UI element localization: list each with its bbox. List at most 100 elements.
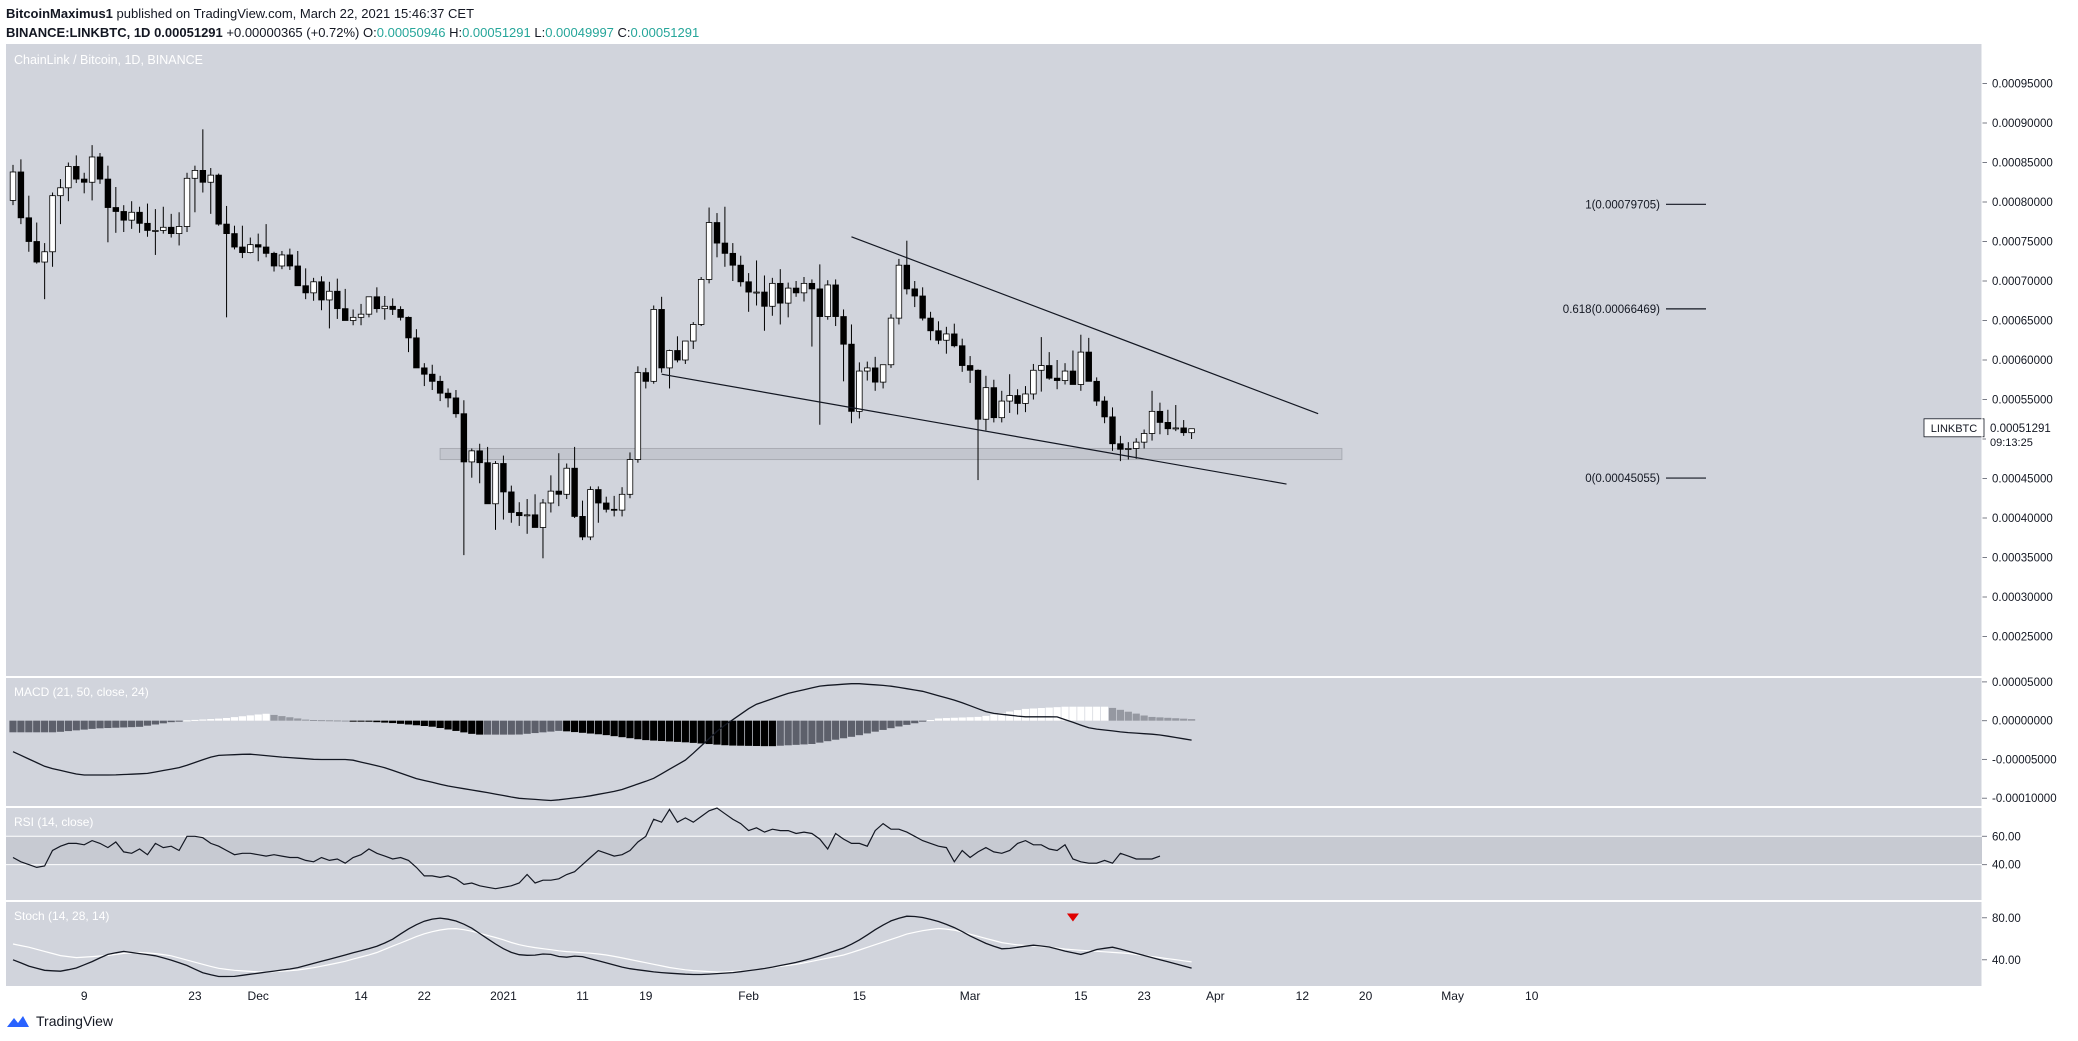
tradingview-footer: TradingView [6, 1013, 113, 1029]
candle-down [484, 462, 491, 505]
time-axis-label: 11 [576, 989, 589, 1003]
macd-histogram-bar [618, 720, 626, 738]
candle-down [816, 288, 824, 317]
macd-histogram-bar [238, 716, 246, 721]
candle-down [848, 343, 855, 412]
candle-down [25, 217, 33, 242]
candle-down [571, 467, 578, 517]
macd-histogram-bar [571, 720, 579, 733]
stoch-title: Stoch (14, 28, 14) [14, 909, 109, 923]
macd-histogram-bar [183, 720, 191, 722]
candle-up [864, 367, 871, 372]
candle-up [1140, 433, 1148, 443]
open-value: 0.00050946 [376, 25, 446, 40]
macd-histogram-bar [515, 720, 523, 735]
candle-up [1125, 448, 1132, 450]
macd-histogram-bar [135, 720, 144, 727]
time-axis-label: 2021 [490, 989, 517, 1003]
price-axis-label: 0.00065000 [1992, 316, 2053, 328]
candle-up [183, 177, 191, 227]
candle-down [476, 450, 483, 464]
time-axis-label: Mar [960, 989, 981, 1003]
macd-histogram-bar [254, 714, 262, 721]
publish-line: BitcoinMaximus1 published on TradingView… [6, 4, 2066, 23]
candle-down [334, 290, 341, 310]
candle-down [1053, 377, 1061, 381]
macd-histogram-bar [207, 719, 215, 721]
macd-histogram-bar [373, 720, 381, 723]
candle-down [595, 489, 602, 504]
candle-up [697, 279, 705, 325]
macd-histogram-bar [1124, 711, 1132, 721]
candle-down [911, 288, 918, 297]
macd-histogram-bar [760, 720, 769, 747]
macd-histogram-bar [120, 720, 128, 728]
candle-up [278, 254, 286, 267]
candle-down [262, 246, 270, 254]
macd-histogram-bar [151, 720, 159, 725]
macd-histogram-bar [650, 720, 658, 741]
candle-up [88, 156, 96, 183]
chart-canvas[interactable]: 0.00095000 0.00090000 0.00085000 0.00080000… [0, 44, 2070, 1006]
macd-histogram-bar [713, 720, 721, 745]
candle-down [516, 512, 523, 517]
candle-up [705, 222, 713, 280]
candle-up [191, 170, 199, 179]
macd-histogram-bar [586, 720, 595, 734]
macd-histogram-bar [626, 720, 634, 739]
macd-histogram-bar [302, 719, 310, 721]
candle-down [610, 508, 618, 511]
macd-histogram-bar [1021, 708, 1030, 721]
macd-histogram-bar [824, 720, 832, 742]
macd-histogram-bar [1100, 706, 1109, 721]
candle-down [1085, 351, 1092, 382]
macd-histogram-bar [333, 720, 341, 722]
price-axis-label: 0.00060000 [1992, 355, 2053, 367]
candle-down [658, 309, 665, 369]
candle-down [452, 397, 460, 415]
author-name[interactable]: BitcoinMaximus1 [6, 6, 113, 21]
candle-down [444, 392, 452, 399]
candle-down [792, 287, 800, 294]
macd-histogram-bar [1156, 717, 1164, 721]
macd-histogram-bar [847, 720, 856, 737]
time-axis-label: 9 [81, 989, 88, 1003]
macd-histogram-bar [729, 720, 737, 746]
macd-histogram-bar [294, 718, 302, 721]
macd-histogram-bar [128, 720, 136, 728]
macd-histogram-bar [25, 720, 33, 733]
candle-up [666, 350, 673, 369]
candle-down [112, 207, 120, 212]
macd-histogram-bar [665, 720, 674, 742]
candle-down [721, 242, 729, 254]
candle-down [255, 244, 262, 248]
candle-down [935, 330, 942, 341]
macd-histogram-bar [72, 720, 80, 731]
macd-histogram-bar [1045, 707, 1053, 721]
candle-down [1180, 427, 1187, 434]
candle-up [128, 211, 135, 221]
macd-histogram-bar [539, 720, 547, 733]
rsi-line [12, 807, 1161, 890]
candle-up [65, 166, 72, 189]
macd-histogram-bar [721, 720, 729, 746]
low-label: L: [534, 25, 546, 40]
candle-up [982, 387, 990, 420]
time-axis-label: 12 [1296, 989, 1310, 1003]
candle-down [737, 264, 744, 283]
macd-histogram-bar [1013, 710, 1022, 721]
macd-histogram-bar [1029, 708, 1037, 721]
candle-down [713, 222, 721, 244]
candle-up [1077, 351, 1085, 385]
macd-histogram-bar [199, 719, 207, 721]
macd-histogram-bar [673, 720, 682, 742]
candle-down [531, 514, 539, 528]
macd-histogram-bar [998, 712, 1006, 721]
tradingview-brand[interactable]: TradingView [36, 1013, 114, 1029]
price-axis-label: 0.00070000 [1992, 276, 2053, 288]
macd-histogram-bar [428, 720, 436, 727]
candle-up [895, 264, 903, 319]
candle-up [1038, 365, 1045, 371]
macd-axis-label: -0.00010000 [1992, 793, 2057, 805]
macd-histogram-bar [966, 717, 974, 721]
